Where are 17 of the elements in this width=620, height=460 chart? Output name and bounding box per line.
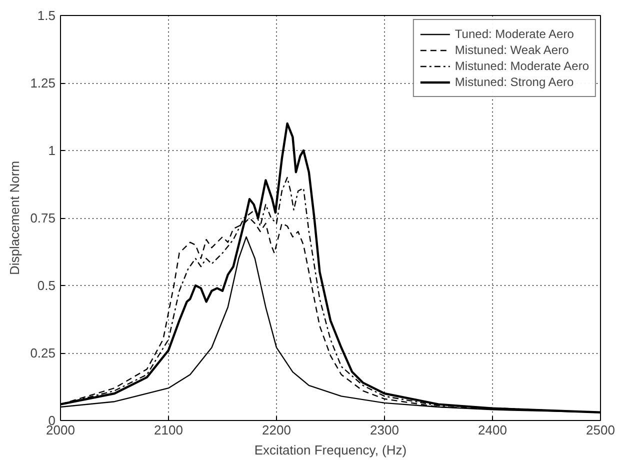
legend-label: Mistuned: Strong Aero xyxy=(454,74,574,90)
y-tick-label: 0.25 xyxy=(30,346,56,360)
y-tick-label: 0.5 xyxy=(37,278,56,293)
x-tick-label: 2400 xyxy=(478,422,507,438)
legend-label: Mistuned: Moderate Aero xyxy=(454,58,589,74)
y-tick-label: 1 xyxy=(48,143,56,158)
x-tick-label: 2500 xyxy=(586,422,615,438)
x-tick-label: 2300 xyxy=(370,422,399,438)
x-axis-title: Excitation Frequency, (Hz) xyxy=(254,442,407,458)
legend-label: Mistuned: Weak Aero xyxy=(454,42,569,58)
legend-label: Tuned: Moderate Aero xyxy=(454,26,574,42)
y-axis-title: Displacement Norm xyxy=(7,160,22,276)
y-tick-label: 1.5 xyxy=(37,8,56,23)
x-tick-label: 2200 xyxy=(262,422,291,438)
y-tick-label: 0.75 xyxy=(30,210,56,226)
y-tick-label: 1.25 xyxy=(30,76,56,90)
x-tick-label: 2100 xyxy=(154,422,183,438)
